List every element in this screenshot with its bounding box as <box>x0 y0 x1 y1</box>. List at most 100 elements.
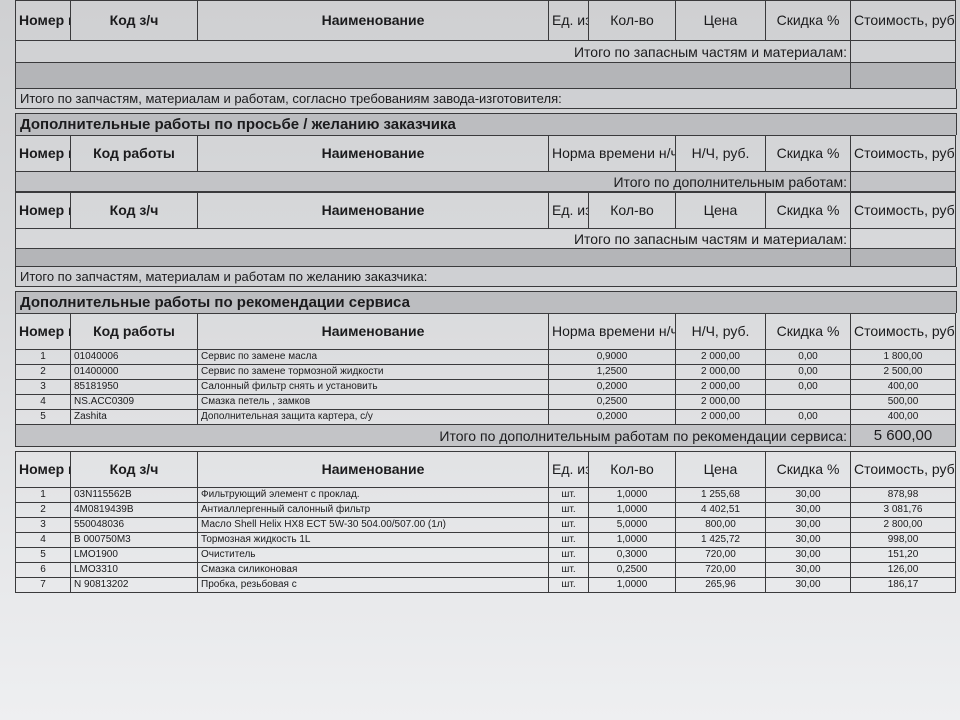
table-row: 2 01400000 Сервис по замене тормозной жидк… <box>15 364 956 380</box>
cell-num: 7 <box>15 577 71 593</box>
cell-discount: 30,00 <box>765 532 851 548</box>
cell-rate: 2 000,00 <box>675 409 766 425</box>
col-name: Наименование <box>197 0 549 41</box>
cell-discount <box>765 394 851 410</box>
col-code: Код з/ч <box>70 192 198 229</box>
cell-discount: 30,00 <box>765 562 851 578</box>
cell-num: 4 <box>15 532 71 548</box>
cell-code: Zashita <box>70 409 198 425</box>
cell-norm: 1,2500 <box>548 364 676 380</box>
col-discount: Скидка % <box>765 451 851 488</box>
cell-qty: 1,0000 <box>588 487 676 503</box>
works-total-label: Итого по дополнительным работам по реком… <box>15 424 851 447</box>
cell-qty: 1,0000 <box>588 532 676 548</box>
col-num: Номер п/п <box>15 135 71 172</box>
cell-name: Масло Shell Helix HX8 ECT 5W-30 504.00/5… <box>197 517 549 533</box>
cell-discount: 0,00 <box>765 409 851 425</box>
col-discount: Скидка % <box>765 135 851 172</box>
cell-norm: 0,2000 <box>548 379 676 395</box>
document-sheet: Номер п/п Код з/ч Наименование Ед. изм. … <box>15 0 960 593</box>
col-unit: Ед. изм. <box>548 451 589 488</box>
col-cost: Стоимость, руб <box>850 192 956 229</box>
col-unit: Ед. изм. <box>548 192 589 229</box>
cell-rate: 2 000,00 <box>675 349 766 365</box>
cell-name: Пробка, резьбовая с <box>197 577 549 593</box>
cell-qty: 0,2500 <box>588 562 676 578</box>
cell-code: N 90813202 <box>70 577 198 593</box>
col-name: Наименование <box>197 313 549 350</box>
cell-cost: 2 500,00 <box>850 364 956 380</box>
col-qty: Кол-во <box>588 451 676 488</box>
table-row: 6 LMO3310 Смазка силиконовая шт. 0,2500 720,0… <box>15 562 956 578</box>
cell-norm: 0,2500 <box>548 394 676 410</box>
cell-num: 2 <box>15 502 71 518</box>
customer-total-label: Итого по запчастям, материалам и работам… <box>15 267 957 287</box>
works-table-service: Номер п/п Код работы Наименование Норма … <box>15 313 956 447</box>
cell-num: 5 <box>15 547 71 563</box>
cell-code: NS.ACC0309 <box>70 394 198 410</box>
cell-price: 265,96 <box>675 577 766 593</box>
cell-name: Смазка петель , замков <box>197 394 549 410</box>
cell-norm: 0,9000 <box>548 349 676 365</box>
col-norm: Норма времени н/ч <box>548 313 676 350</box>
col-code: Код работы <box>70 313 198 350</box>
col-qty: Кол-во <box>588 192 676 229</box>
cell-cost: 186,17 <box>850 577 956 593</box>
table-row: 2 4M0819439B Антиаллергенный салонный филь… <box>15 502 956 518</box>
cell-cost: 400,00 <box>850 409 956 425</box>
cell-code: B 000750M3 <box>70 532 198 548</box>
col-rate: Н/Ч, руб. <box>675 313 766 350</box>
cell-code: 03N115562B <box>70 487 198 503</box>
cell-unit: шт. <box>548 487 589 503</box>
cell-cost: 151,20 <box>850 547 956 563</box>
col-num: Номер п/п <box>15 451 71 488</box>
section-title-customer: Дополнительные работы по просьбе / желан… <box>15 113 957 135</box>
parts-table-factory: Номер п/п Код з/ч Наименование Ед. изм. … <box>15 0 956 89</box>
col-cost: Стоимость, руб <box>850 451 956 488</box>
cell-price: 720,00 <box>675 547 766 563</box>
cell-name: Сервис по замене масла <box>197 349 549 365</box>
col-price: Цена <box>675 451 766 488</box>
cell-unit: шт. <box>548 532 589 548</box>
cell-cost: 400,00 <box>850 379 956 395</box>
cell-num: 1 <box>15 487 71 503</box>
cell-qty: 1,0000 <box>588 577 676 593</box>
cell-code: LMO1900 <box>70 547 198 563</box>
cell-price: 1 425,72 <box>675 532 766 548</box>
col-num: Номер п/п <box>15 192 71 229</box>
cell-rate: 2 000,00 <box>675 364 766 380</box>
cell-num: 1 <box>15 349 71 365</box>
cell-cost: 1 800,00 <box>850 349 956 365</box>
col-norm: Норма времени н/ч <box>548 135 676 172</box>
parts-total-label: Итого по запасным частям и материалам: <box>15 40 851 63</box>
col-discount: Скидка % <box>765 0 851 41</box>
cell-num: 2 <box>15 364 71 380</box>
cell-num: 3 <box>15 517 71 533</box>
works-total-value: 5 600,00 <box>850 424 956 447</box>
cell-cost: 878,98 <box>850 487 956 503</box>
cell-cost: 3 081,76 <box>850 502 956 518</box>
cell-name: Салонный фильтр снять и установить <box>197 379 549 395</box>
col-name: Наименование <box>197 451 549 488</box>
cell-discount: 0,00 <box>765 364 851 380</box>
cell-name: Сервис по замене тормозной жидкости <box>197 364 549 380</box>
col-discount: Скидка % <box>765 192 851 229</box>
cell-num: 4 <box>15 394 71 410</box>
cell-price: 4 402,51 <box>675 502 766 518</box>
col-qty: Кол-во <box>588 0 676 41</box>
cell-price: 1 255,68 <box>675 487 766 503</box>
cell-price: 720,00 <box>675 562 766 578</box>
parts-total-value <box>850 40 956 63</box>
cell-unit: шт. <box>548 547 589 563</box>
col-unit: Ед. изм. <box>548 0 589 41</box>
col-name: Наименование <box>197 192 549 229</box>
cell-qty: 1,0000 <box>588 502 676 518</box>
col-code: Код работы <box>70 135 198 172</box>
cell-name: Антиаллергенный салонный фильтр <box>197 502 549 518</box>
table-row: 3 550048036 Масло Shell Helix HX8 ECT 5W-3… <box>15 517 956 533</box>
col-cost: Стоимость, руб <box>850 0 956 41</box>
works-total-label: Итого по дополнительным работам: <box>15 171 851 192</box>
col-code: Код з/ч <box>70 0 198 41</box>
col-rate: Н/Ч, руб. <box>675 135 766 172</box>
table-row: 1 03N115562B Фильтрующий элемент с проклад… <box>15 487 956 503</box>
